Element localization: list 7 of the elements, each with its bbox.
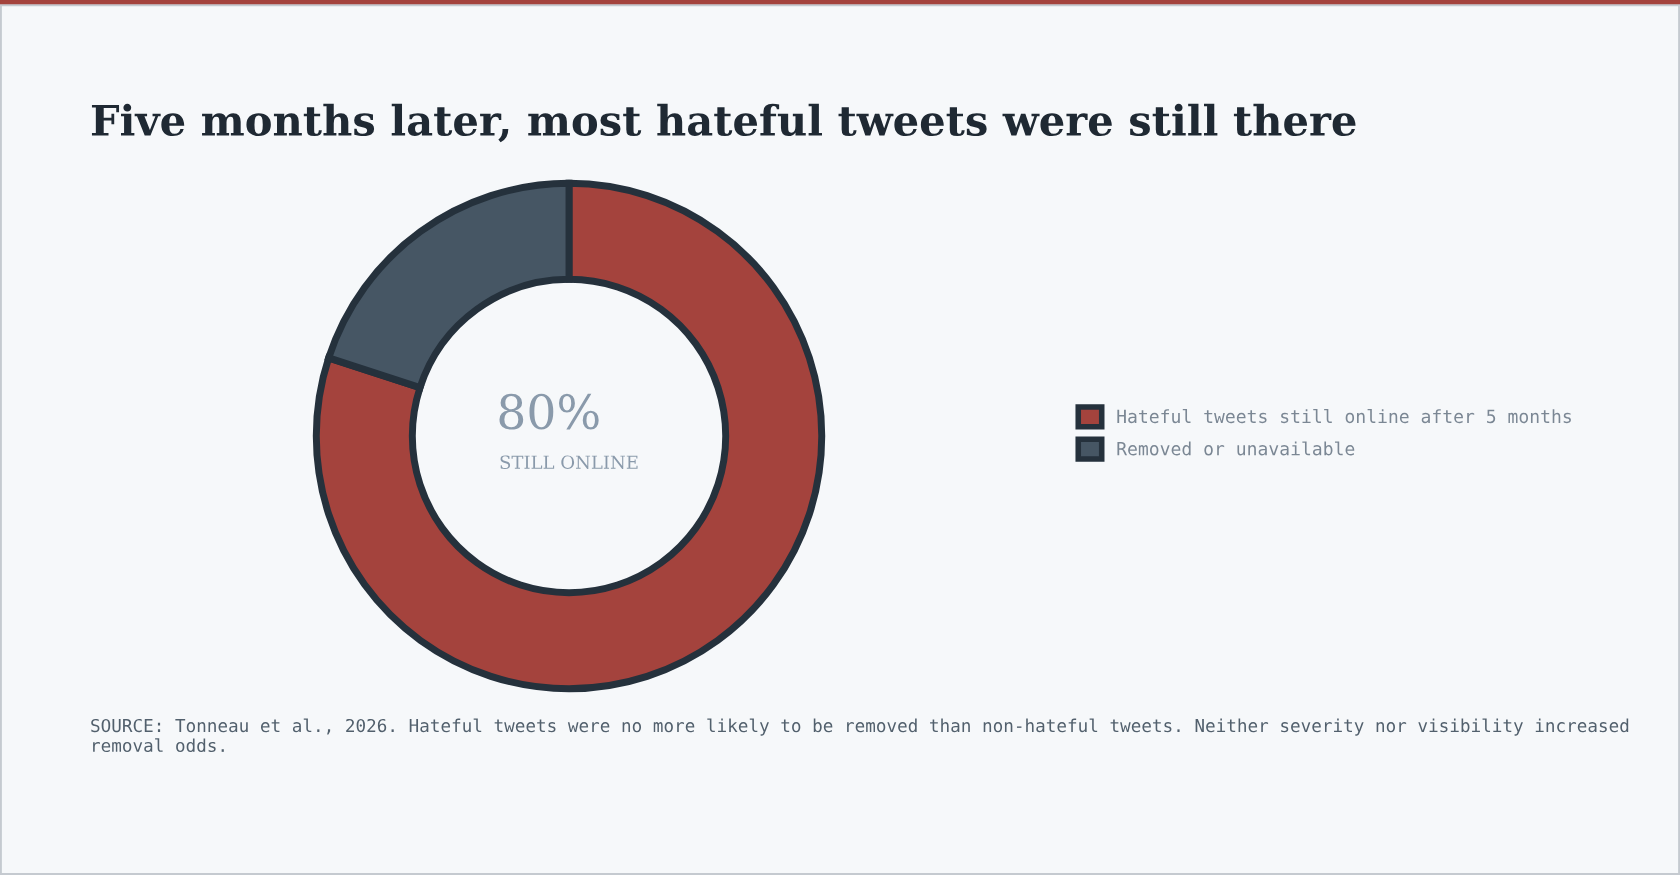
legend-label: Removed or unavailable xyxy=(1117,441,1355,456)
chart-title: Five months later, most hateful tweets were still there xyxy=(91,103,1356,143)
text: STILL ONLINE xyxy=(500,455,638,470)
donut-slice xyxy=(312,179,826,693)
source-note: SOURCE: Tonneau et al., 2026. Hateful tweets were no more likely to be removed than non-hateful tweets. Neither severity nor visibility increased removal odds. xyxy=(91,718,1629,753)
text: 80% xyxy=(499,393,599,430)
legend-label: Hateful tweets still online after 5 months xyxy=(1117,409,1571,424)
